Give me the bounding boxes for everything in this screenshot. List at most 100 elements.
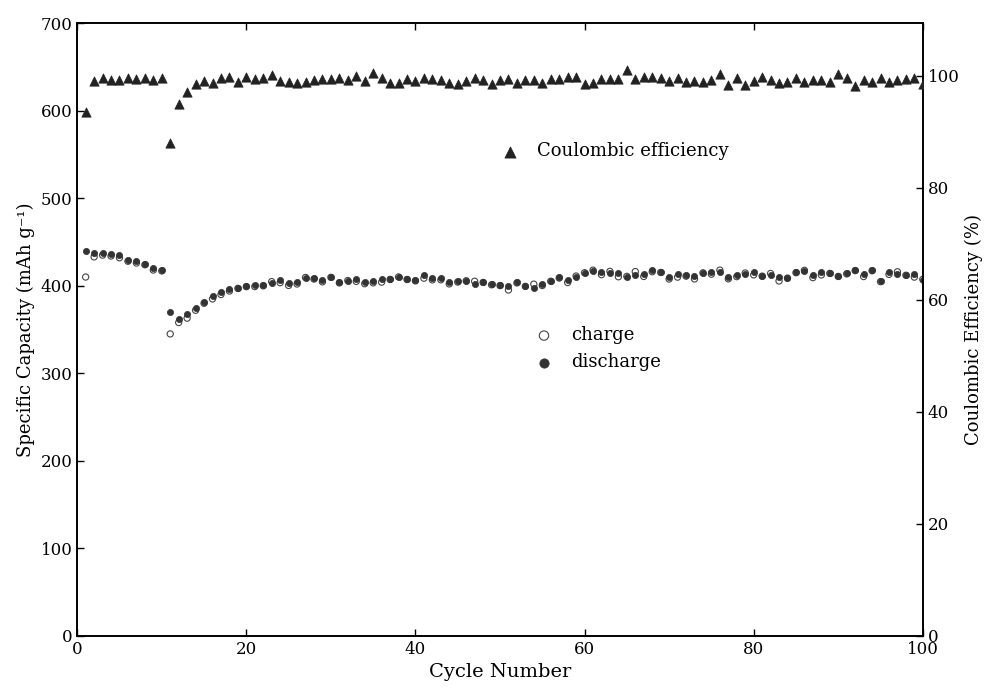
discharge (162, 306, 178, 318)
Coulombic efficiency (424, 73, 440, 84)
charge (188, 305, 204, 316)
discharge (593, 267, 609, 278)
Coulombic efficiency (746, 76, 762, 87)
charge (915, 274, 931, 285)
charge (619, 271, 635, 282)
discharge (830, 271, 846, 282)
Coulombic efficiency (500, 73, 516, 84)
charge (128, 258, 144, 269)
charge (391, 272, 407, 283)
Y-axis label: Coulombic Efficiency (%): Coulombic Efficiency (%) (965, 214, 983, 445)
charge (610, 272, 626, 283)
charge (856, 271, 872, 282)
Coulombic efficiency (906, 72, 922, 83)
Coulombic efficiency (145, 74, 161, 85)
Coulombic efficiency (619, 64, 635, 75)
Coulombic efficiency (306, 75, 322, 86)
Coulombic efficiency (560, 72, 576, 83)
discharge (289, 276, 305, 288)
Coulombic efficiency (839, 73, 855, 84)
Coulombic efficiency (754, 71, 770, 82)
charge (737, 267, 753, 279)
discharge (644, 265, 660, 276)
charge (86, 251, 102, 262)
discharge (779, 272, 795, 283)
Coulombic efficiency (331, 73, 347, 84)
Coulombic efficiency (729, 73, 745, 84)
Coulombic efficiency (526, 75, 542, 86)
discharge (822, 268, 838, 279)
Coulombic efficiency (543, 73, 559, 84)
discharge (686, 271, 702, 282)
Coulombic efficiency (221, 71, 237, 82)
discharge (796, 265, 812, 276)
charge (678, 271, 694, 282)
Coulombic efficiency (154, 73, 170, 84)
discharge (120, 254, 136, 265)
Coulombic efficiency (86, 75, 102, 87)
charge (712, 265, 728, 276)
charge (813, 269, 829, 281)
charge (306, 274, 322, 285)
Coulombic efficiency (847, 80, 863, 91)
Coulombic efficiency (247, 73, 263, 84)
Coulombic efficiency (264, 69, 280, 80)
charge (137, 259, 153, 270)
Coulombic efficiency (517, 74, 533, 85)
Coulombic efficiency (314, 73, 330, 84)
charge (771, 276, 787, 287)
Legend: Coulombic efficiency: Coulombic efficiency (492, 142, 729, 161)
Coulombic efficiency (796, 77, 812, 88)
Coulombic efficiency (610, 73, 626, 84)
charge (111, 252, 127, 263)
charge (585, 265, 601, 276)
discharge (906, 269, 922, 280)
charge (560, 277, 576, 288)
discharge (534, 279, 550, 290)
charge (433, 274, 449, 285)
Coulombic efficiency (348, 70, 364, 82)
Coulombic efficiency (593, 73, 609, 84)
discharge (653, 266, 669, 277)
discharge (551, 272, 567, 283)
Coulombic efficiency (830, 68, 846, 80)
Coulombic efficiency (484, 78, 500, 89)
Coulombic efficiency (205, 77, 221, 89)
Coulombic efficiency (720, 80, 736, 91)
Coulombic efficiency (915, 78, 931, 89)
charge (602, 266, 618, 277)
discharge (78, 245, 94, 256)
charge (365, 277, 381, 288)
charge (213, 289, 229, 300)
charge (830, 271, 846, 282)
charge (779, 272, 795, 283)
discharge (145, 262, 161, 274)
Coulombic efficiency (509, 77, 525, 88)
discharge (526, 282, 542, 293)
Y-axis label: Specific Capacity (mAh g⁻¹): Specific Capacity (mAh g⁻¹) (17, 202, 35, 456)
Coulombic efficiency (128, 73, 144, 84)
charge (763, 268, 779, 279)
discharge (873, 276, 889, 287)
discharge (374, 273, 390, 284)
discharge (881, 267, 897, 278)
discharge (720, 271, 736, 282)
charge (593, 269, 609, 280)
charge (179, 313, 195, 324)
discharge (492, 279, 508, 290)
Coulombic efficiency (881, 77, 897, 88)
Coulombic efficiency (585, 77, 601, 89)
charge (348, 276, 364, 287)
charge (441, 279, 457, 290)
discharge (128, 255, 144, 267)
discharge (213, 286, 229, 297)
discharge (678, 270, 694, 281)
discharge (771, 272, 787, 283)
discharge (196, 296, 212, 307)
discharge (788, 267, 804, 278)
Coulombic efficiency (653, 73, 669, 84)
Coulombic efficiency (644, 72, 660, 83)
Coulombic efficiency (230, 77, 246, 88)
discharge (619, 271, 635, 282)
Coulombic efficiency (95, 73, 111, 84)
